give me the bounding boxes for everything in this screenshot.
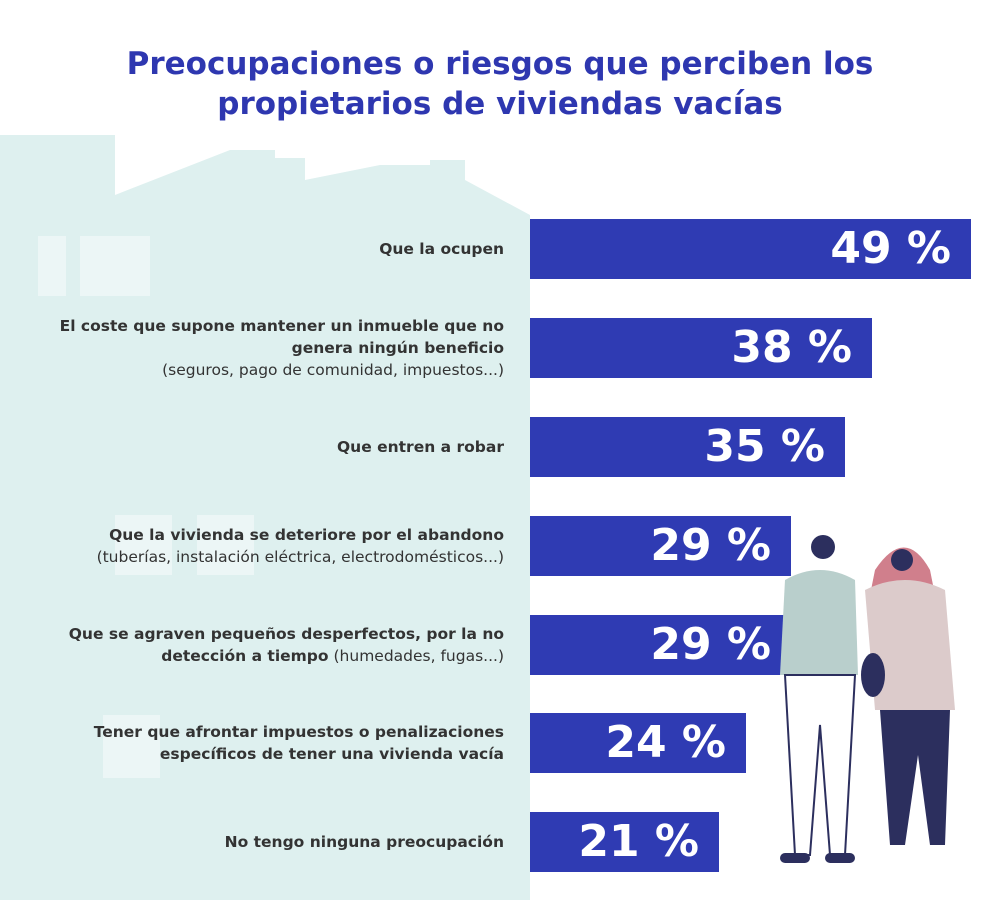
data-label: 24 % [605, 717, 726, 768]
couple-illustration [780, 535, 955, 863]
data-label: 35 % [704, 421, 825, 472]
bar: 49 % [530, 219, 971, 279]
data-label: 38 % [731, 322, 852, 373]
window [103, 715, 160, 778]
data-label: 29 % [650, 520, 771, 571]
data-label: 21 % [578, 816, 699, 867]
category-label: No tengo ninguna preocupación [44, 831, 504, 853]
category-label-detail: (tuberías, instalación eléctrica, electr… [96, 548, 504, 566]
data-label: 49 % [830, 223, 951, 274]
category-label: Que se agraven pequeños desperfectos, po… [44, 623, 504, 667]
category-label: Que la ocupen [44, 238, 504, 260]
category-label-detail: (seguros, pago de comunidad, impuestos..… [162, 361, 504, 379]
category-label-detail: (humedades, fugas...) [333, 647, 505, 665]
category-label-bold: Que se agraven pequeños desperfectos, po… [68, 625, 504, 665]
window [80, 236, 150, 296]
bar: 24 % [530, 713, 746, 773]
category-label-bold: Tener que afrontar impuestos o penalizac… [93, 723, 504, 763]
category-label-bold: Que entren a robar [336, 438, 504, 456]
window [38, 236, 66, 296]
man-figure [780, 535, 858, 863]
category-label: Tener que afrontar impuestos o penalizac… [44, 721, 504, 765]
window [115, 515, 172, 575]
category-label: El coste que supone mantener un inmueble… [44, 315, 504, 381]
category-label: Que la vivienda se deteriore por el aban… [44, 524, 504, 568]
woman-figure [861, 547, 955, 845]
category-label-bold: Que la vivienda se deteriore por el aban… [109, 526, 504, 544]
chart-title: Preocupaciones o riesgos que perciben lo… [0, 44, 1000, 124]
bar: 29 % [530, 516, 791, 576]
title-line-1: Preocupaciones o riesgos que perciben lo… [126, 46, 874, 82]
title-line-2: propietarios de viviendas vacías [217, 86, 783, 122]
bar: 35 % [530, 417, 845, 477]
category-label-bold: El coste que supone mantener un inmueble… [59, 317, 504, 357]
data-label: 29 % [650, 619, 771, 670]
category-label: Que entren a robar [44, 436, 504, 458]
bar: 38 % [530, 318, 872, 378]
category-label-bold: No tengo ninguna preocupación [224, 833, 504, 851]
bar: 29 % [530, 615, 791, 675]
window [197, 515, 254, 575]
category-label-bold: Que la ocupen [379, 240, 504, 258]
bar: 21 % [530, 812, 719, 872]
house-shape [0, 135, 530, 900]
